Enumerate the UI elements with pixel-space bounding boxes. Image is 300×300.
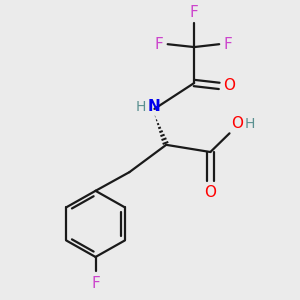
Text: F: F	[190, 5, 199, 20]
Text: H: H	[244, 117, 255, 131]
Text: N: N	[148, 99, 160, 114]
Text: O: O	[204, 185, 216, 200]
Text: H: H	[135, 100, 146, 115]
Text: O: O	[224, 78, 236, 93]
Text: F: F	[224, 37, 232, 52]
Text: F: F	[154, 37, 163, 52]
Text: F: F	[91, 276, 100, 291]
Text: O: O	[231, 116, 243, 131]
